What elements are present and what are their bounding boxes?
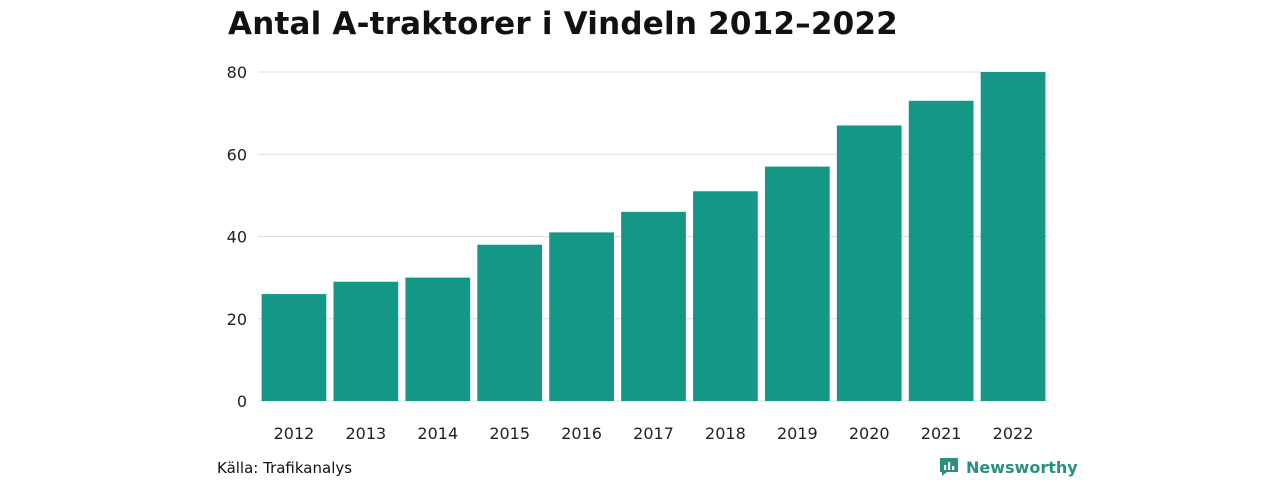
brand-logo: Newsworthy xyxy=(938,456,1078,478)
bars xyxy=(261,72,1046,402)
y-tick-label: 0 xyxy=(237,392,247,411)
bar-2012 xyxy=(261,294,327,401)
x-tick-label: 2021 xyxy=(921,424,962,443)
y-tick-label: 20 xyxy=(227,310,247,329)
bar-2022 xyxy=(980,72,1046,401)
source-note: Källa: Trafikanalys xyxy=(217,459,353,477)
bar-2014 xyxy=(405,277,471,401)
x-tick-label: 2019 xyxy=(777,424,818,443)
x-tick-label: 2013 xyxy=(346,424,387,443)
x-tick-label: 2018 xyxy=(705,424,746,443)
x-tick-label: 2017 xyxy=(633,424,674,443)
newsworthy-logo-icon xyxy=(940,458,958,476)
x-tick-label: 2022 xyxy=(993,424,1034,443)
y-tick-label: 80 xyxy=(227,63,247,82)
y-axis-ticks: 0 20 40 60 80 xyxy=(227,63,247,411)
chart-title: Antal A-traktorer i Vindeln 2012–2022 xyxy=(228,6,898,42)
x-tick-label: 2014 xyxy=(417,424,458,443)
bar-2020 xyxy=(836,125,902,402)
x-tick-label: 2016 xyxy=(561,424,602,443)
bar-2019 xyxy=(764,166,830,401)
bar-2016 xyxy=(549,232,614,401)
bar-2021 xyxy=(908,100,974,401)
x-tick-label: 2020 xyxy=(849,424,890,443)
brand-name: Newsworthy xyxy=(966,457,1078,477)
y-tick-label: 60 xyxy=(227,145,247,164)
bar-2018 xyxy=(693,191,758,401)
x-tick-label: 2012 xyxy=(274,424,315,443)
bar-2013 xyxy=(333,281,399,401)
bar-2015 xyxy=(477,244,543,401)
x-axis-ticks: 2012 2013 2014 2015 2016 2017 2018 2019 2020 2021… xyxy=(274,424,1034,443)
bar-2017 xyxy=(621,211,686,401)
y-tick-label: 40 xyxy=(227,228,247,247)
x-tick-label: 2015 xyxy=(489,424,530,443)
